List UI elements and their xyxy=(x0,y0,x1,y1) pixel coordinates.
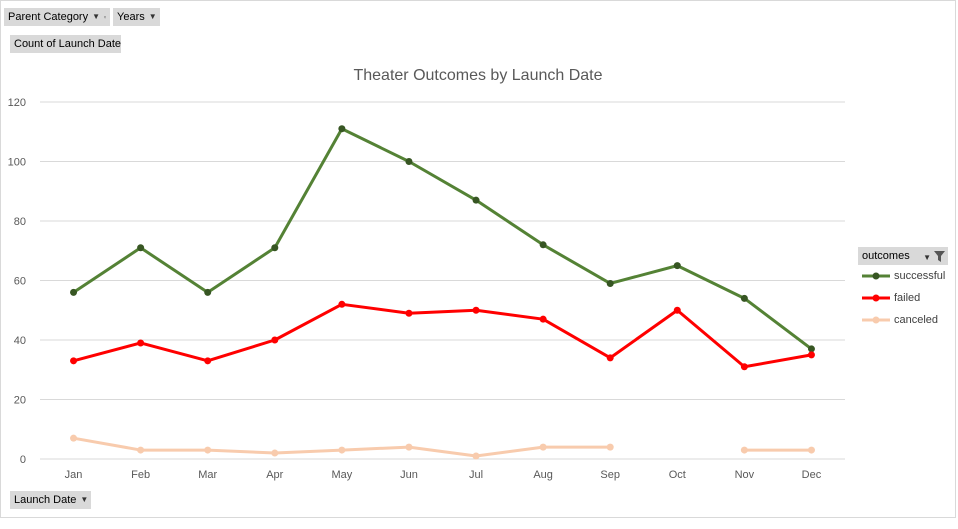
data-point-canceled-sep[interactable] xyxy=(606,443,614,451)
data-point-successful-dec[interactable] xyxy=(807,345,815,353)
data-point-failed-jun[interactable] xyxy=(405,309,413,317)
data-point-canceled-nov[interactable] xyxy=(740,446,748,454)
data-point-failed-aug[interactable] xyxy=(539,315,547,323)
filter-funnel-icon xyxy=(934,251,945,262)
data-point-canceled-jul[interactable] xyxy=(472,452,480,460)
data-point-canceled-dec[interactable] xyxy=(807,446,815,454)
data-point-canceled-feb[interactable] xyxy=(137,446,145,454)
launch-date-label: Launch Date xyxy=(14,494,77,506)
data-point-successful-jun[interactable] xyxy=(405,158,413,165)
chart-title: Theater Outcomes by Launch Date xyxy=(353,67,602,84)
parent-category-filter-button[interactable]: Parent Category ▼ xyxy=(4,8,110,26)
y-tick-label: 60 xyxy=(14,276,26,288)
legend-item-successful[interactable]: successful xyxy=(858,265,948,287)
data-point-successful-mar[interactable] xyxy=(204,288,212,296)
outcomes-label: outcomes xyxy=(862,250,910,262)
data-point-successful-jul[interactable] xyxy=(472,196,480,204)
legend-item-failed[interactable]: failed xyxy=(858,287,948,309)
data-point-successful-may[interactable] xyxy=(338,125,346,133)
data-point-successful-feb[interactable] xyxy=(137,244,145,252)
x-tick-label: Apr xyxy=(266,469,283,481)
legend-label-failed: failed xyxy=(894,292,921,304)
data-point-failed-mar[interactable] xyxy=(204,357,212,365)
launch-date-axis-button[interactable]: Launch Date ▼ xyxy=(10,491,91,509)
data-point-canceled-apr[interactable] xyxy=(271,449,279,457)
x-tick-label: Jan xyxy=(65,469,83,481)
data-point-successful-aug[interactable] xyxy=(539,241,547,249)
data-point-canceled-may[interactable] xyxy=(338,446,346,454)
y-tick-label: 20 xyxy=(14,395,26,407)
x-tick-label: Dec xyxy=(802,469,822,481)
parent-category-label: Parent Category xyxy=(8,11,89,23)
outcomes-filter-button[interactable]: outcomes ▼ xyxy=(858,247,948,265)
data-point-successful-apr[interactable] xyxy=(271,244,279,252)
y-tick-label: 120 xyxy=(8,97,26,109)
data-point-successful-nov[interactable] xyxy=(740,294,748,302)
x-tick-label: Oct xyxy=(669,469,686,481)
series-line-failed xyxy=(73,302,812,369)
legend-item-canceled[interactable]: canceled xyxy=(858,309,948,331)
x-tick-label: Mar xyxy=(198,469,217,481)
data-point-canceled-jan[interactable] xyxy=(70,434,78,442)
legend-label-canceled: canceled xyxy=(894,314,939,326)
data-point-failed-jan[interactable] xyxy=(70,357,78,365)
data-point-canceled-mar[interactable] xyxy=(204,446,212,454)
y-tick-label: 0 xyxy=(20,454,26,466)
legend-swatch-successful xyxy=(862,272,890,280)
series-canceled xyxy=(70,434,815,460)
dropdown-arrow-icon: ▼ xyxy=(148,12,157,21)
data-point-failed-jul[interactable] xyxy=(472,306,480,314)
dropdown-arrow-icon: ▼ xyxy=(92,12,101,21)
y-axis-ticks: 0 20 40 60 80 100 120 xyxy=(8,97,26,466)
data-point-failed-apr[interactable] xyxy=(271,336,279,344)
legend-swatch-canceled xyxy=(862,316,890,324)
series-failed xyxy=(70,300,815,371)
legend: outcomes ▼ successful failed canceled xyxy=(858,247,948,333)
filter-funnel-icon xyxy=(104,16,106,18)
data-point-canceled-aug[interactable] xyxy=(539,443,547,451)
y-tick-label: 40 xyxy=(14,335,26,347)
data-point-failed-oct[interactable] xyxy=(673,306,681,314)
x-tick-label: Jun xyxy=(400,469,418,481)
dropdown-arrow-icon: ▼ xyxy=(80,495,89,504)
data-point-failed-may[interactable] xyxy=(338,300,346,308)
x-tick-label: Jul xyxy=(469,469,483,481)
y-tick-label: 80 xyxy=(14,216,26,228)
series-successful xyxy=(70,125,815,353)
data-point-failed-nov[interactable] xyxy=(740,363,748,371)
data-point-failed-dec[interactable] xyxy=(807,351,815,359)
data-point-failed-sep[interactable] xyxy=(606,354,614,362)
data-point-successful-sep[interactable] xyxy=(606,279,614,287)
legend-swatch-failed xyxy=(862,294,890,302)
x-tick-label: Feb xyxy=(131,469,150,481)
years-label: Years xyxy=(117,11,145,23)
series-line-successful xyxy=(72,127,813,351)
x-tick-label: May xyxy=(331,469,352,481)
value-field-button[interactable]: Count of Launch Date xyxy=(10,35,121,53)
x-tick-label: Aug xyxy=(533,469,553,481)
value-field-label: Count of Launch Date xyxy=(14,38,122,50)
data-point-canceled-jun[interactable] xyxy=(405,443,413,451)
y-tick-label: 100 xyxy=(8,157,26,169)
x-tick-label: Sep xyxy=(600,469,620,481)
years-filter-button[interactable]: Years ▼ xyxy=(113,8,160,26)
x-axis-ticks: Jan Feb Mar Apr May Jun Jul Aug Sep Oct Nov Dec xyxy=(65,469,822,481)
dropdown-arrow-icon: ▼ xyxy=(923,253,931,262)
data-point-successful-jan[interactable] xyxy=(70,288,78,296)
data-point-failed-feb[interactable] xyxy=(137,339,145,347)
legend-label-successful: successful xyxy=(894,270,946,282)
series-group xyxy=(70,125,815,460)
data-point-successful-oct[interactable] xyxy=(673,262,681,270)
gridlines xyxy=(40,101,845,460)
x-tick-label: Nov xyxy=(735,469,755,481)
